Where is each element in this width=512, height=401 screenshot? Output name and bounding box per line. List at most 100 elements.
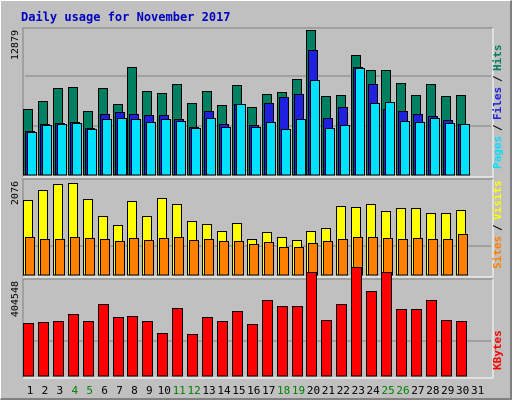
bar-kbytes-kbytes-day-21: [321, 320, 332, 377]
bar-hits-pages-day-21: [325, 128, 335, 176]
bar-kbytes-kbytes-day-8: [127, 316, 138, 377]
bar-kbytes-kbytes-day-22: [336, 304, 347, 377]
bar-hits-pages-day-25: [385, 102, 395, 176]
legend-visits-visits: Visits: [491, 180, 504, 220]
x-tick-label-day-18: 18: [277, 384, 290, 397]
bar-hits-pages-day-30: [460, 124, 470, 176]
bar-kbytes-kbytes-day-1: [23, 323, 34, 377]
bar-hits-pages-day-13: [206, 118, 216, 176]
bar-visits-sites-day-25: [383, 238, 393, 276]
bar-hits-pages-day-23: [355, 68, 365, 176]
bar-hits-pages-day-14: [221, 127, 231, 176]
bar-kbytes-kbytes-day-19: [292, 306, 303, 377]
x-tick-label-day-25: 25: [381, 384, 394, 397]
bar-visits-sites-day-21: [323, 241, 333, 276]
y-max-label-visits: 2076: [10, 181, 21, 205]
bar-visits-sites-day-29: [443, 239, 453, 276]
bar-visits-sites-day-3: [55, 239, 65, 276]
x-tick-label-day-2: 2: [42, 384, 49, 397]
bar-kbytes-kbytes-day-27: [411, 309, 422, 377]
bar-kbytes-kbytes-day-10: [157, 333, 168, 377]
legend-separator-hits-2: /: [491, 75, 504, 82]
bar-kbytes-kbytes-day-6: [98, 304, 109, 377]
x-tick-label-day-6: 6: [101, 384, 108, 397]
bar-hits-pages-day-17: [266, 122, 276, 176]
x-tick-label-day-5: 5: [86, 384, 93, 397]
bar-kbytes-kbytes-day-7: [113, 317, 124, 377]
x-tick-label-day-17: 17: [262, 384, 275, 397]
bar-hits-pages-day-10: [161, 119, 171, 176]
x-tick-label-day-27: 27: [411, 384, 424, 397]
legend-separator-hits-1: /: [491, 124, 504, 131]
panel-visits-light-edge: [23, 179, 494, 278]
bar-kbytes-kbytes-day-15: [232, 311, 243, 377]
y-max-label-kbytes: 404548: [10, 281, 21, 317]
bar-visits-sites-day-7: [115, 241, 125, 276]
bar-visits-sites-day-30: [458, 234, 468, 276]
bar-hits-pages-day-19: [296, 119, 306, 176]
x-tick-label-day-31: 31: [471, 384, 484, 397]
bar-kbytes-kbytes-day-14: [217, 321, 228, 377]
bar-kbytes-kbytes-day-30: [456, 321, 467, 377]
bar-kbytes-kbytes-day-17: [262, 300, 273, 377]
bar-hits-pages-day-12: [191, 128, 201, 176]
x-tick-label-day-9: 9: [146, 384, 153, 397]
bar-visits-sites-day-14: [219, 241, 229, 276]
bar-kbytes-kbytes-day-24: [366, 291, 377, 377]
bar-visits-sites-day-2: [40, 239, 50, 276]
legend-kbytes-kbytes: KBytes: [491, 330, 504, 370]
bar-visits-sites-day-4: [70, 237, 80, 276]
bar-hits-pages-day-22: [340, 125, 350, 176]
x-tick-label-day-12: 12: [187, 384, 200, 397]
x-tick-label-day-22: 22: [337, 384, 350, 397]
bar-hits-pages-day-11: [176, 121, 186, 176]
bar-hits-pages-day-16: [251, 127, 261, 176]
x-tick-label-day-28: 28: [426, 384, 439, 397]
bar-visits-sites-day-12: [189, 240, 199, 276]
bar-visits-sites-day-18: [279, 247, 289, 276]
x-tick-label-day-15: 15: [232, 384, 245, 397]
bar-visits-sites-day-28: [428, 239, 438, 276]
bar-hits-pages-day-9: [146, 122, 156, 176]
x-tick-label-day-26: 26: [396, 384, 409, 397]
bar-visits-sites-day-26: [398, 239, 408, 276]
x-tick-label-day-30: 30: [456, 384, 469, 397]
bar-hits-pages-day-6: [102, 119, 112, 176]
x-tick-label-day-3: 3: [57, 384, 64, 397]
bar-kbytes-kbytes-day-28: [426, 300, 437, 377]
legend-separator-visits-1: /: [491, 224, 504, 231]
x-tick-label-day-29: 29: [441, 384, 454, 397]
bar-hits-pages-day-18: [281, 129, 291, 176]
x-tick-label-day-4: 4: [71, 384, 78, 397]
bar-kbytes-kbytes-day-9: [142, 321, 153, 377]
bar-hits-pages-day-29: [445, 123, 455, 176]
bar-kbytes-kbytes-day-25: [381, 272, 392, 377]
bar-kbytes-kbytes-day-26: [396, 309, 407, 377]
x-tick-label-day-14: 14: [217, 384, 231, 397]
bar-kbytes-kbytes-day-18: [277, 306, 288, 377]
x-tick-label-day-7: 7: [116, 384, 123, 397]
bar-kbytes-kbytes-day-3: [53, 321, 64, 377]
x-tick-label-day-21: 21: [322, 384, 335, 397]
x-tick-label-day-24: 24: [367, 384, 381, 397]
x-tick-label-day-16: 16: [247, 384, 260, 397]
panel-kbytes-light-edge: [23, 279, 494, 379]
bar-hits-pages-day-28: [430, 118, 440, 176]
bar-visits-sites-day-1: [25, 237, 35, 276]
bar-kbytes-kbytes-day-4: [68, 314, 79, 377]
bar-hits-pages-day-20: [310, 80, 320, 176]
bar-kbytes-kbytes-day-23: [351, 267, 362, 377]
bar-hits-pages-day-15: [236, 104, 246, 176]
bar-visits-sites-day-5: [85, 238, 95, 276]
legend-hits-hits: Hits: [491, 45, 504, 72]
bar-hits-pages-day-7: [117, 118, 127, 176]
bar-kbytes-kbytes-day-5: [83, 321, 94, 377]
bar-visits-sites-day-20: [308, 243, 318, 276]
bar-hits-pages-day-24: [370, 103, 380, 176]
bar-hits-pages-day-3: [57, 124, 67, 176]
bar-visits-sites-day-11: [174, 237, 184, 276]
x-tick-label-day-11: 11: [173, 384, 186, 397]
bar-visits-sites-day-15: [234, 241, 244, 276]
